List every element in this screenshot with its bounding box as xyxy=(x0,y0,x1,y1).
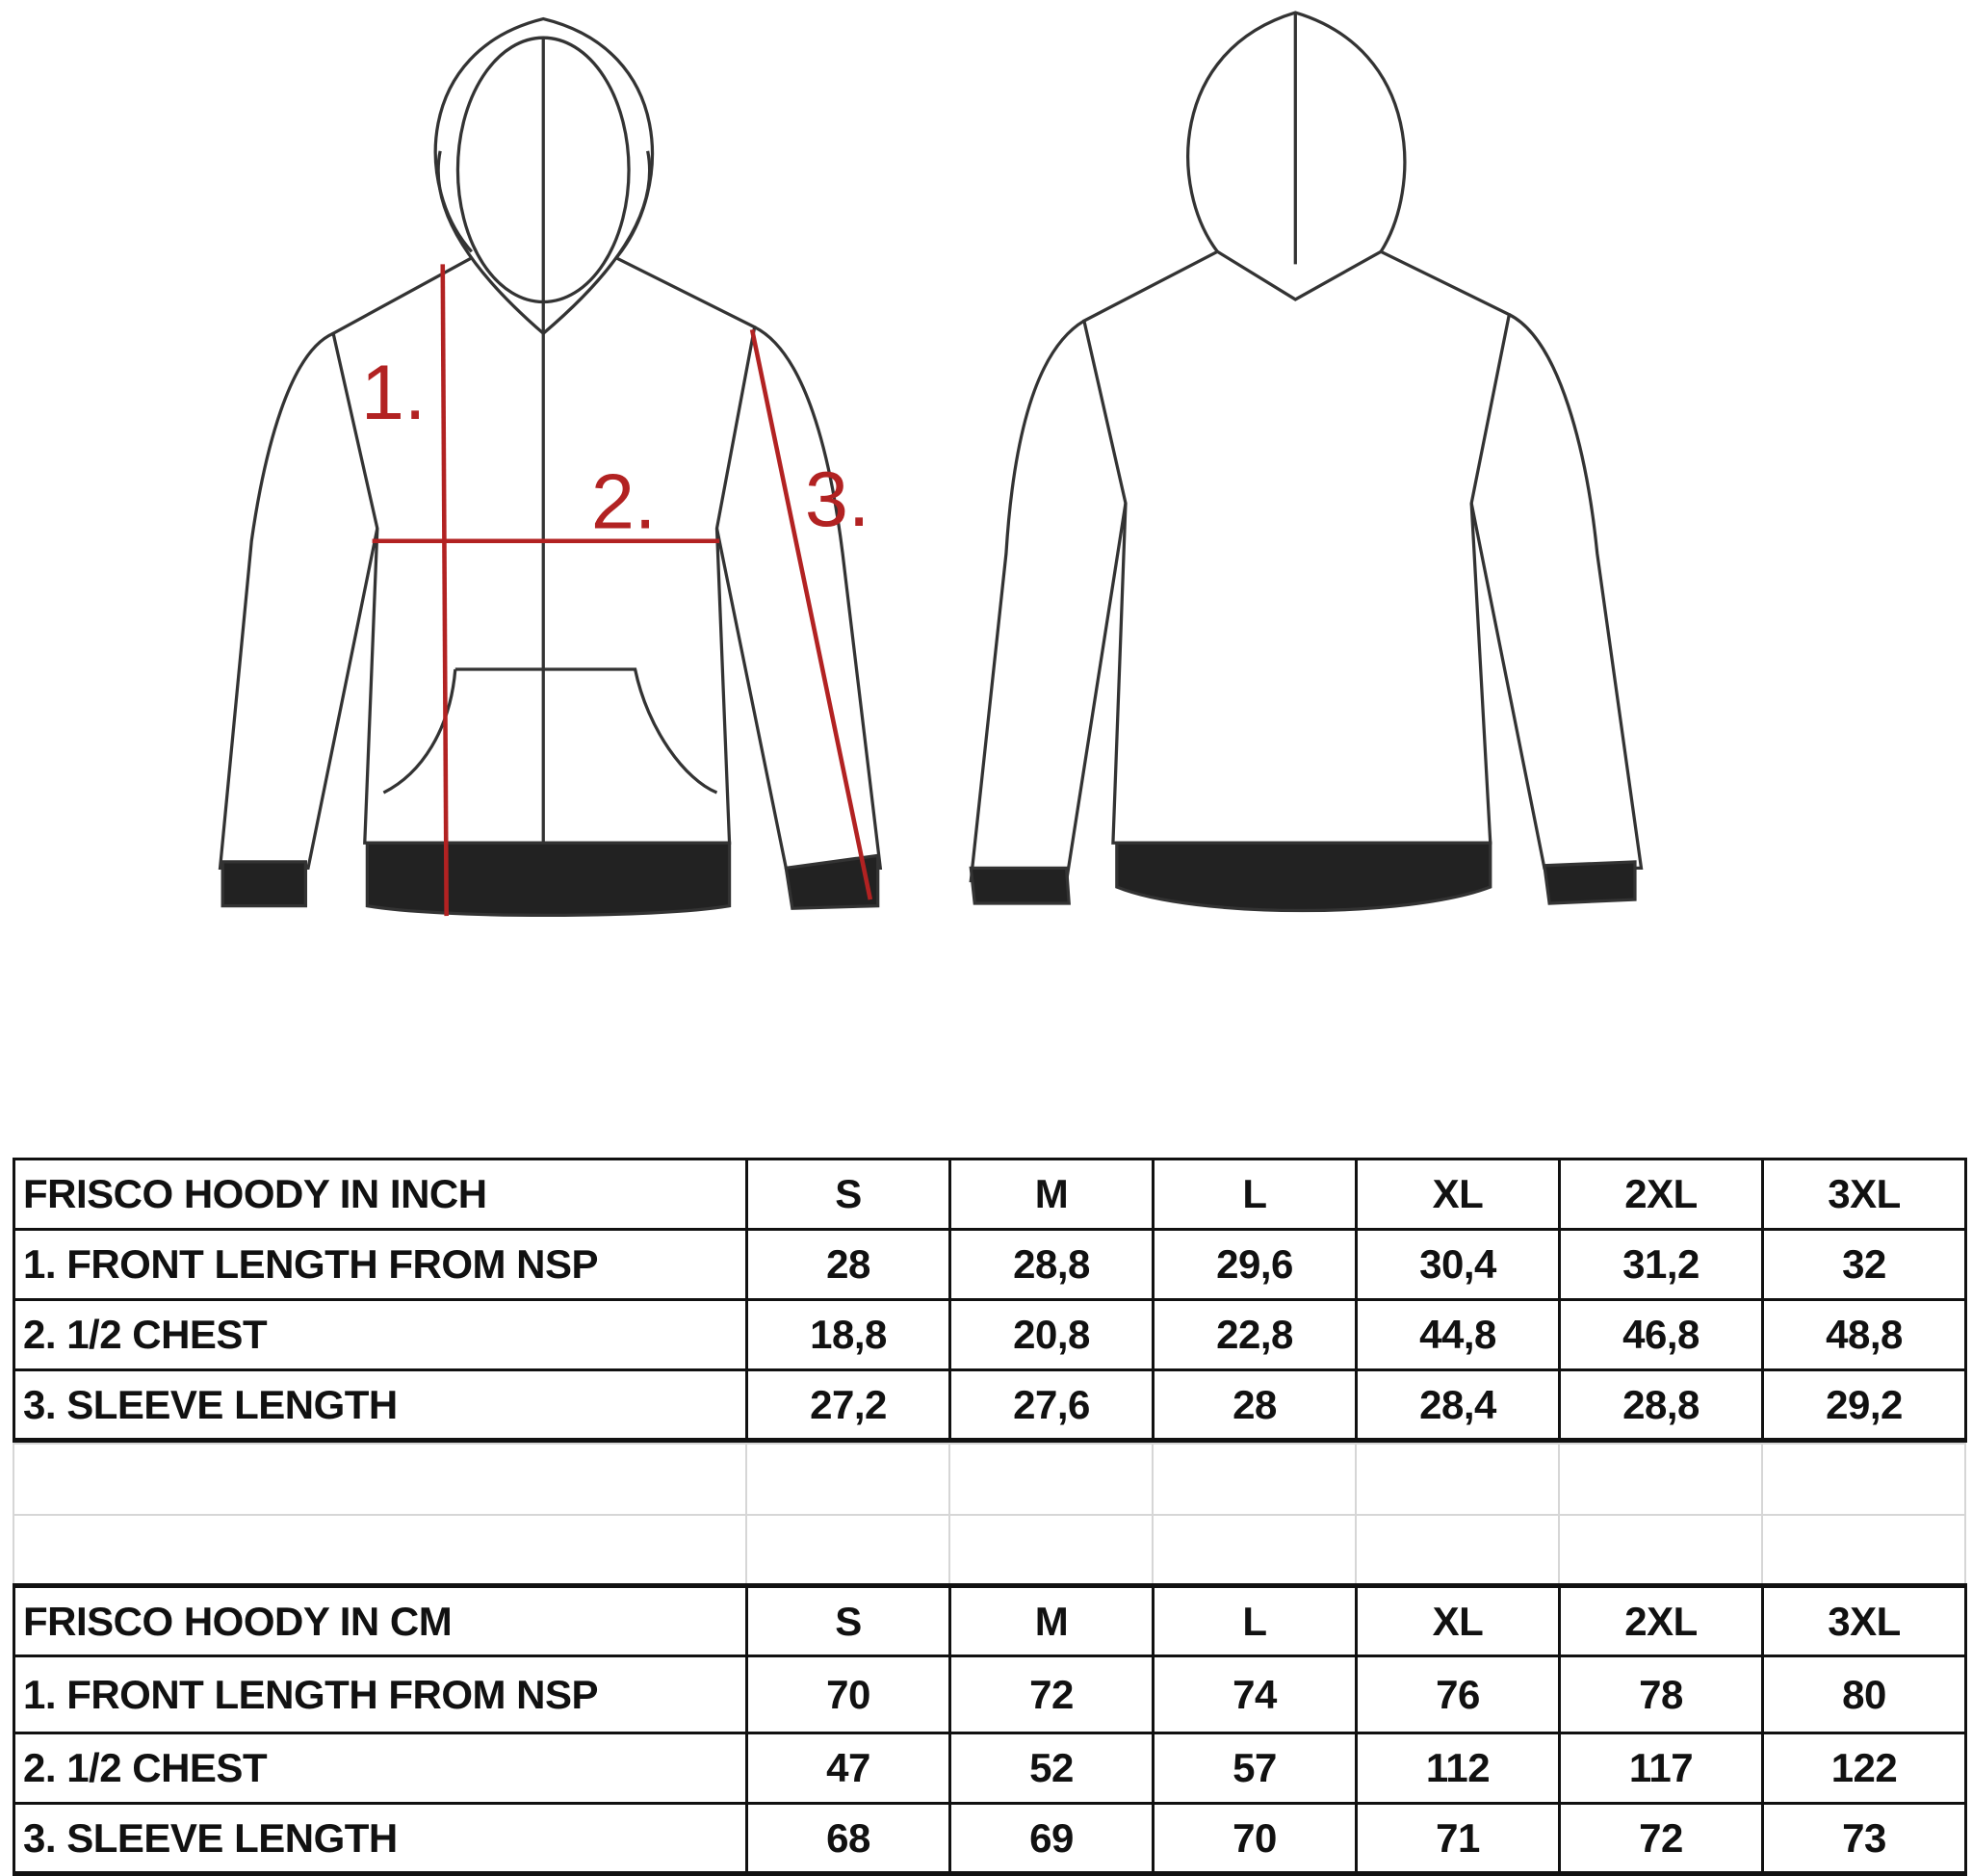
size-header: XL xyxy=(1355,1583,1561,1657)
marker-sleeve: 3. xyxy=(805,456,870,543)
table-row: 2. 1/2 CHEST 47 52 57 112 117 122 xyxy=(13,1732,1967,1805)
table-row: 3. SLEEVE LENGTH 27,2 27,6 28 28,4 28,8 … xyxy=(13,1368,1967,1443)
spacer-grid xyxy=(13,1443,1966,1587)
row-label: 3. SLEEVE LENGTH xyxy=(13,1802,748,1876)
table-header-row: FRISCO HOODY IN INCH S M L XL 2XL 3XL xyxy=(13,1158,1967,1231)
cell: 72 xyxy=(948,1655,1155,1734)
table-header-row: FRISCO HOODY IN CM S M L XL 2XL 3XL xyxy=(13,1583,1967,1657)
cell: 28,8 xyxy=(948,1228,1155,1301)
cell: 74 xyxy=(1152,1655,1358,1734)
size-header: S xyxy=(745,1583,951,1657)
size-header: 3XL xyxy=(1761,1583,1967,1657)
cell: 28 xyxy=(745,1228,951,1301)
size-header: M xyxy=(948,1583,1155,1657)
cell: 78 xyxy=(1558,1655,1764,1734)
table-title: FRISCO HOODY IN INCH xyxy=(13,1158,748,1231)
cell: 80 xyxy=(1761,1655,1967,1734)
cell: 71 xyxy=(1355,1802,1561,1876)
cell: 57 xyxy=(1152,1732,1358,1805)
cell: 28,4 xyxy=(1355,1368,1561,1443)
table-row: 1. FRONT LENGTH FROM NSP 70 72 74 76 78 … xyxy=(13,1655,1967,1734)
table-row: 1. FRONT LENGTH FROM NSP 28 28,8 29,6 30… xyxy=(13,1228,1967,1301)
cell: 20,8 xyxy=(948,1298,1155,1371)
row-label: 1. FRONT LENGTH FROM NSP xyxy=(13,1228,748,1301)
cell: 122 xyxy=(1761,1732,1967,1805)
size-header: 2XL xyxy=(1558,1583,1764,1657)
row-label: 1. FRONT LENGTH FROM NSP xyxy=(13,1655,748,1734)
cell: 68 xyxy=(745,1802,951,1876)
row-label: 2. 1/2 CHEST xyxy=(13,1732,748,1805)
cell: 72 xyxy=(1558,1802,1764,1876)
size-header: 3XL xyxy=(1761,1158,1967,1231)
cell: 27,2 xyxy=(745,1368,951,1443)
cell: 70 xyxy=(745,1655,951,1734)
inch-size-table: FRISCO HOODY IN INCH S M L XL 2XL 3XL 1.… xyxy=(13,1158,1967,1443)
cell: 18,8 xyxy=(745,1298,951,1371)
hoodie-illustration: 1. 2. 3. xyxy=(218,11,1644,918)
cell: 76 xyxy=(1355,1655,1561,1734)
cell: 27,6 xyxy=(948,1368,1155,1443)
measurement-lines xyxy=(372,264,873,917)
table-title: FRISCO HOODY IN CM xyxy=(13,1583,748,1657)
row-label: 2. 1/2 CHEST xyxy=(13,1298,748,1371)
marker-front-length: 1. xyxy=(361,350,427,436)
sleeve-line xyxy=(749,328,873,900)
cell: 70 xyxy=(1152,1802,1358,1876)
cell: 29,2 xyxy=(1761,1368,1967,1443)
cell: 22,8 xyxy=(1152,1298,1358,1371)
cell: 112 xyxy=(1355,1732,1561,1805)
table-row: 3. SLEEVE LENGTH 68 69 70 71 72 73 xyxy=(13,1802,1967,1876)
cell: 52 xyxy=(948,1732,1155,1805)
cell: 48,8 xyxy=(1761,1298,1967,1371)
cell: 73 xyxy=(1761,1802,1967,1876)
cell: 31,2 xyxy=(1558,1228,1764,1301)
size-header: M xyxy=(948,1158,1155,1231)
cell: 30,4 xyxy=(1355,1228,1561,1301)
size-header: XL xyxy=(1355,1158,1561,1231)
table-row: 2. 1/2 CHEST 18,8 20,8 22,8 44,8 46,8 48… xyxy=(13,1298,1967,1371)
size-header: S xyxy=(745,1158,951,1231)
hoodie-back-view xyxy=(969,11,1644,913)
cell: 32 xyxy=(1761,1228,1967,1301)
cell: 28,8 xyxy=(1558,1368,1764,1443)
size-header: 2XL xyxy=(1558,1158,1764,1231)
cell: 117 xyxy=(1558,1732,1764,1805)
cm-size-table: FRISCO HOODY IN CM S M L XL 2XL 3XL 1. F… xyxy=(13,1583,1967,1876)
hoodie-front-view xyxy=(218,16,883,918)
row-label: 3. SLEEVE LENGTH xyxy=(13,1368,748,1443)
size-header: L xyxy=(1152,1583,1358,1657)
marker-chest: 2. xyxy=(591,459,657,546)
cell: 69 xyxy=(948,1802,1155,1876)
cell: 44,8 xyxy=(1355,1298,1561,1371)
cell: 47 xyxy=(745,1732,951,1805)
front-length-line xyxy=(440,264,449,917)
cell: 28 xyxy=(1152,1368,1358,1443)
cell: 46,8 xyxy=(1558,1298,1764,1371)
size-header: L xyxy=(1152,1158,1358,1231)
cell: 29,6 xyxy=(1152,1228,1358,1301)
